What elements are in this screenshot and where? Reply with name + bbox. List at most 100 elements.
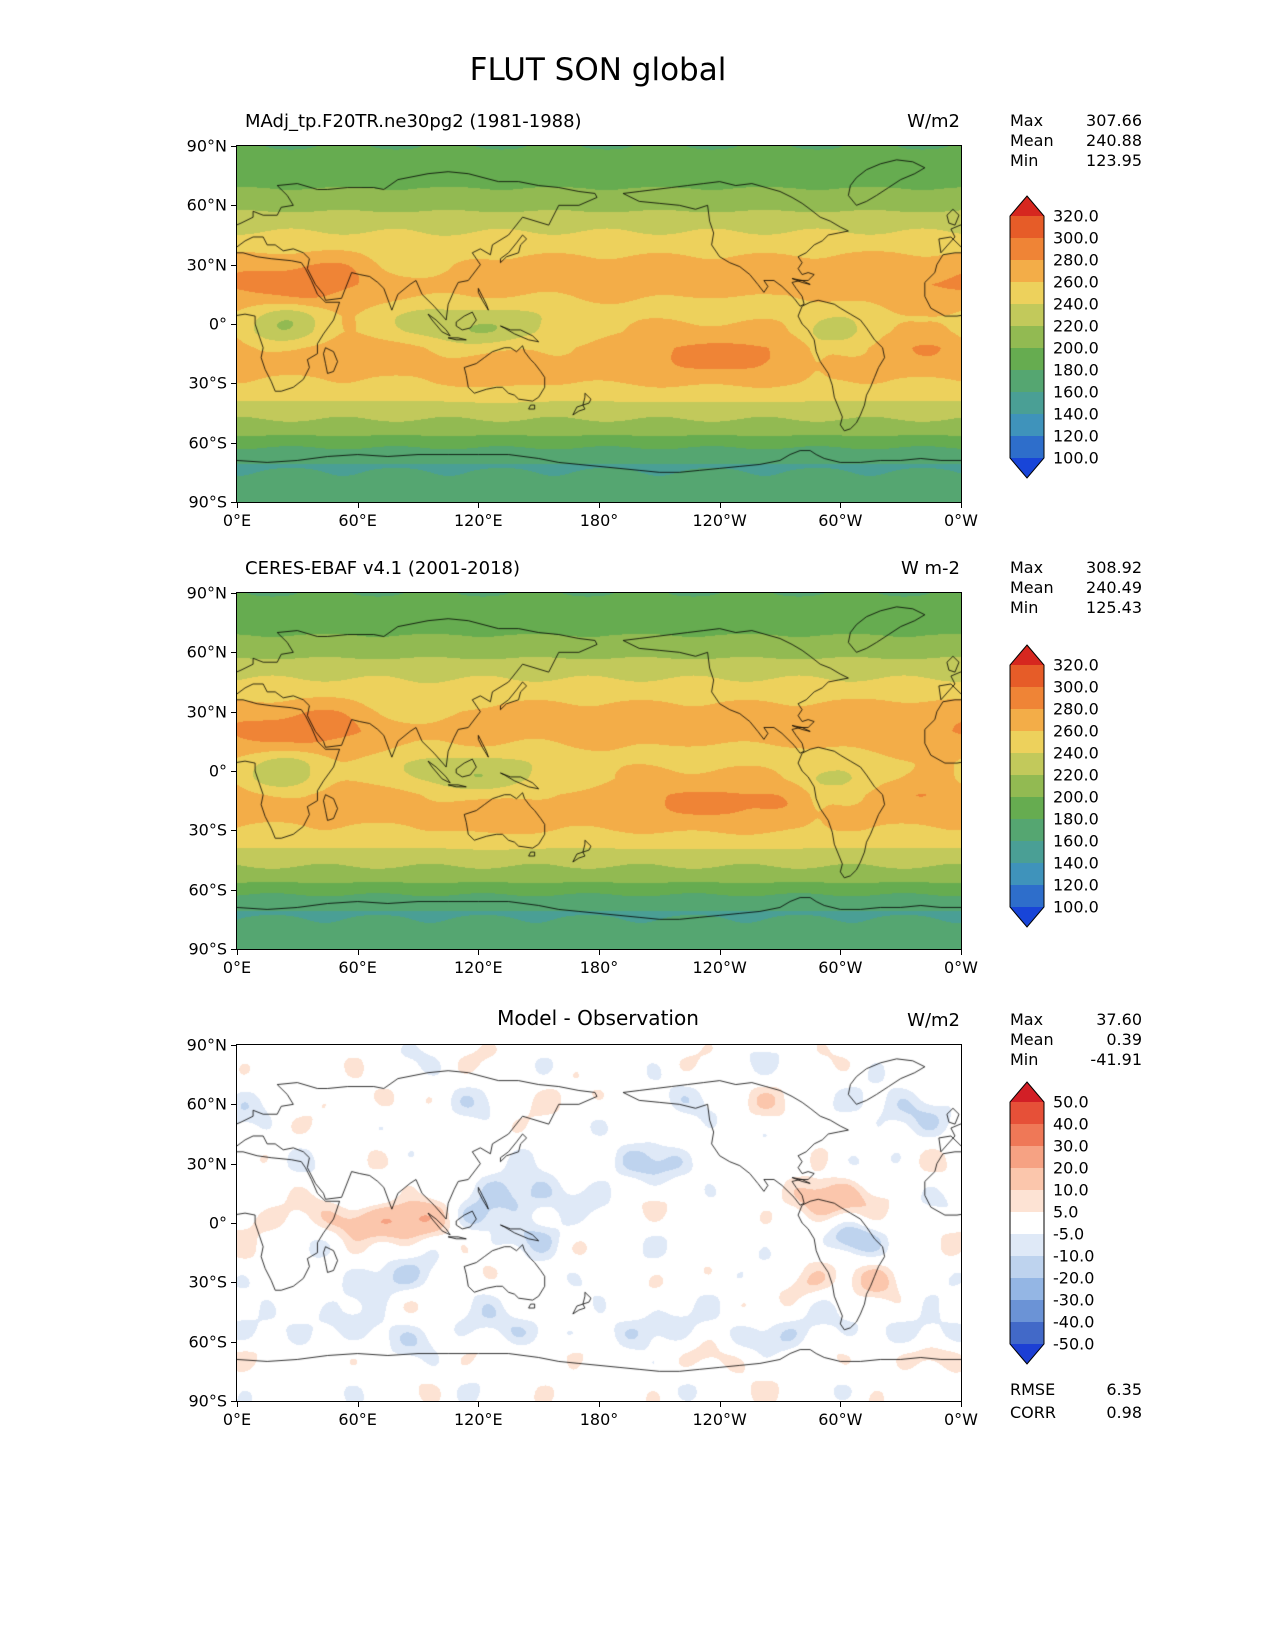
panel-model-units: W/m2: [907, 111, 960, 132]
lat-tick-mark: [231, 771, 236, 772]
stat-value: 0.39: [1106, 1030, 1142, 1049]
lat-tick-mark: [231, 949, 236, 950]
lat-tick-mark: [231, 593, 236, 594]
lon-tick-mark: [599, 1402, 600, 1407]
stat-label: Max: [1010, 111, 1044, 130]
colorbar-tick-label: 260.0: [1053, 722, 1099, 741]
lon-tick-label: 0°E: [222, 1410, 252, 1429]
lon-tick-label: 120°E: [454, 1410, 503, 1429]
colorbar-tick-label: 5.0: [1053, 1203, 1078, 1222]
lat-tick-label: 90°S: [188, 492, 227, 512]
stats-model: Max 307.66 Mean 240.88 Min 123.95: [1010, 111, 1142, 171]
stats-observation: Max 308.92 Mean 240.49 Min 125.43: [1010, 558, 1142, 618]
colorbar-tick-label: -50.0: [1053, 1335, 1094, 1354]
colorbar-tick-label: 30.0: [1053, 1137, 1089, 1156]
lat-tick-label: 0°: [208, 314, 227, 334]
lon-tick-mark: [961, 950, 962, 955]
colorbar-tick-label: -10.0: [1053, 1247, 1094, 1266]
lon-tick-mark: [357, 1402, 359, 1407]
lat-tick-label: 30°S: [188, 1272, 227, 1292]
lon-tick-label: 60°E: [338, 1410, 377, 1429]
lat-tick-label: 0°: [208, 761, 227, 781]
lon-tick-mark: [961, 503, 962, 508]
lat-tick-mark: [231, 830, 236, 832]
sidebar-observation: Max 308.92 Mean 240.49 Min 125.43 320.0 300.0 2…: [1009, 558, 1240, 998]
colorbar-tick-label: 200.0: [1053, 339, 1099, 358]
lat-tick-label: 60°N: [186, 195, 227, 215]
lat-tick-label: 30°N: [186, 702, 227, 722]
lon-tick-label: 0°E: [222, 511, 252, 530]
colorbar-tick-label: 320.0: [1053, 207, 1099, 226]
lon-tick-label: 120°W: [692, 1410, 747, 1429]
stats-difference: Max 37.60 Mean 0.39 Min -41.91: [1010, 1010, 1142, 1070]
metrics-difference: RMSE 6.35 CORR 0.98: [1010, 1378, 1142, 1424]
lon-tick-mark: [719, 503, 721, 508]
colorbar-tick-label: 280.0: [1053, 251, 1099, 270]
colorbar-tick-label: 300.0: [1053, 229, 1099, 248]
colorbar-tick-label: 140.0: [1053, 405, 1099, 424]
colorbar-tick-label: -40.0: [1053, 1313, 1094, 1332]
lon-tick-mark: [719, 1402, 721, 1407]
colorbar-tick-label: 20.0: [1053, 1159, 1089, 1178]
lat-tick-label: 30°N: [186, 255, 227, 275]
lat-tick-mark: [231, 652, 236, 654]
colorbar-tick-label: 260.0: [1053, 273, 1099, 292]
lat-tick-label: 90°S: [188, 939, 227, 959]
colorbar-tick-label: 120.0: [1053, 876, 1099, 895]
lon-tick-label: 60°E: [338, 511, 377, 530]
lon-tick-label: 0°E: [222, 958, 252, 977]
lon-tick-mark: [840, 950, 842, 955]
stat-value: 37.60: [1096, 1010, 1142, 1029]
panel-model: MAdj_tp.F20TR.ne30pg2 (1981-1988) W/m2 0…: [0, 111, 1275, 551]
colorbar-tick-label: 220.0: [1053, 766, 1099, 785]
lon-tick-label: 120°E: [454, 958, 503, 977]
colorbar-difference: 50.0 40.0 30.0 20.0 10.0 5.0 -5.0 -10.0 -20.0 -30…: [1009, 1081, 1120, 1365]
panel-observation: CERES-EBAF v4.1 (2001-2018) W m-2 0°E 60°…: [0, 558, 1275, 998]
stat-value: -41.91: [1090, 1050, 1142, 1069]
colorbar-svg: 320.0 300.0 280.0 260.0 240.0 220.0 200.0 180.0…: [1009, 644, 1099, 928]
lat-tick-label: 60°S: [188, 1332, 227, 1352]
lat-tick-mark: [231, 889, 236, 891]
lon-tick-mark: [719, 950, 721, 955]
lon-tick-label: 60°E: [338, 958, 377, 977]
lon-tick-mark: [840, 1402, 842, 1407]
lat-tick-label: 90°N: [186, 136, 227, 156]
lon-tick-mark: [599, 950, 600, 955]
figure-title: FLUT SON global: [469, 52, 727, 88]
colorbar-tick-label: -20.0: [1053, 1269, 1094, 1288]
lon-tick-label: 0°W: [944, 1410, 978, 1429]
lat-tick-mark: [231, 711, 236, 713]
lat-tick-label: 60°N: [186, 1094, 227, 1114]
lon-tick-label: 60°W: [818, 511, 863, 530]
lat-tick-label: 90°N: [186, 583, 227, 603]
lon-tick-mark: [357, 503, 359, 508]
lat-tick-mark: [231, 1282, 236, 1284]
lon-tick-mark: [478, 1402, 480, 1407]
lat-tick-label: 90°N: [186, 1035, 227, 1055]
sidebar-model: Max 307.66 Mean 240.88 Min 123.95 320.0 300.0 2…: [1009, 111, 1240, 551]
colorbar-tick-label: 100.0: [1053, 449, 1099, 468]
colorbar-tick-label: 320.0: [1053, 656, 1099, 675]
map-difference-canvas: [237, 1045, 961, 1401]
metric-value: 0.98: [1106, 1403, 1142, 1422]
lon-tick-mark: [478, 503, 480, 508]
stat-value: 123.95: [1086, 151, 1142, 170]
colorbar-tick-label: 180.0: [1053, 810, 1099, 829]
panel-observation-title: CERES-EBAF v4.1 (2001-2018): [245, 558, 521, 579]
colorbar-tick-label: 50.0: [1053, 1093, 1089, 1112]
colorbar-tick-label: 140.0: [1053, 854, 1099, 873]
panel-observation-units: W m-2: [900, 558, 960, 579]
panel-difference-units: W/m2: [907, 1010, 960, 1031]
colorbar-tick-label: 160.0: [1053, 832, 1099, 851]
colorbar-tick-label: 10.0: [1053, 1181, 1089, 1200]
lon-tick-mark: [961, 1402, 962, 1407]
colorbar-tick-label: -30.0: [1053, 1291, 1094, 1310]
colorbar-tick-label: 240.0: [1053, 744, 1099, 763]
map-model: 0°E 60°E 120°E 180° 120°W 60°W 0°W 90°N 60°N 30°N…: [187, 137, 978, 531]
stat-label: Min: [1010, 598, 1039, 617]
colorbar-tick-label: 180.0: [1053, 361, 1099, 380]
colorbar-tick-label: 280.0: [1053, 700, 1099, 719]
map-observation-canvas: [237, 593, 961, 949]
stat-label: Mean: [1010, 1030, 1054, 1049]
colorbar-model: 320.0 300.0 280.0 260.0 240.0 220.0 200.0 180.0…: [1009, 195, 1120, 479]
